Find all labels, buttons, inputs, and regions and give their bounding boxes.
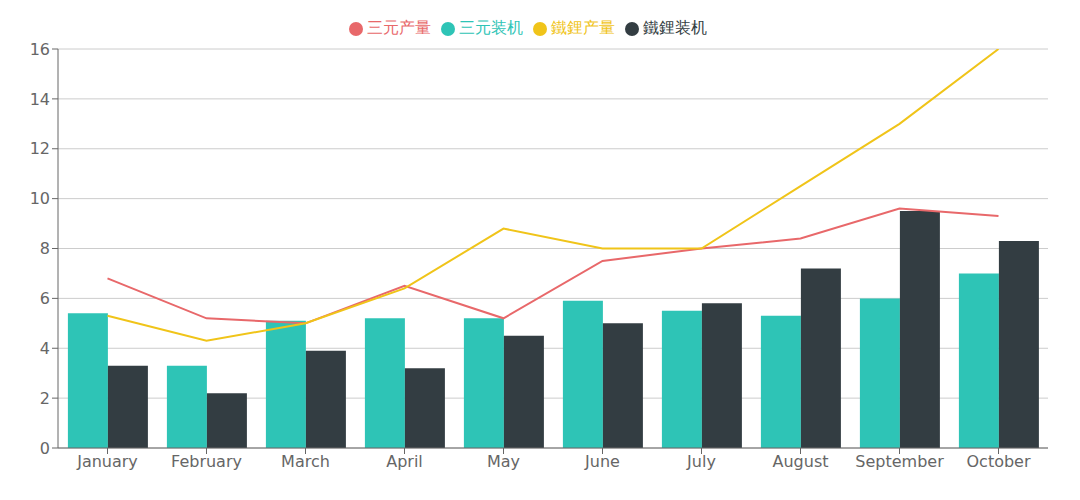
svg-text:February: February [171,452,242,471]
svg-text:October: October [966,452,1030,471]
svg-text:May: May [487,452,520,471]
svg-text:September: September [855,452,944,471]
svg-text:12: 12 [30,139,50,158]
svg-text:8: 8 [40,239,50,258]
svg-text:4: 4 [40,339,50,358]
svg-text:16: 16 [30,40,50,59]
html-text:三元装机: 三元装机 [459,18,523,37]
svg-text:April: April [386,452,423,471]
html-text:鐵鋰装机: 鐵鋰装机 [643,18,707,37]
svg-text:6: 6 [40,289,50,308]
svg-text:March: March [281,452,330,471]
svg-text:10: 10 [30,189,50,208]
svg-text:14: 14 [30,90,50,109]
svg-text:July: July [686,452,716,471]
svg-text:0: 0 [40,439,50,458]
svg-text:August: August [773,452,829,471]
html-text:三元产量: 三元产量 [367,18,431,37]
svg-text:January: January [76,452,138,471]
svg-text:2: 2 [40,389,50,408]
svg-text:June: June [584,452,620,471]
html-text:鐵鋰产量: 鐵鋰产量 [551,18,615,37]
